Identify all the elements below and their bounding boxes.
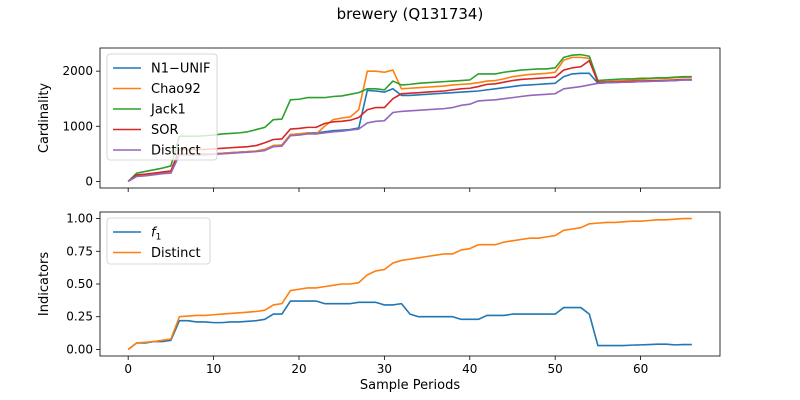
y-tick-label: 0.25	[66, 310, 93, 324]
x-tick-label: 40	[462, 362, 477, 376]
y-tick-label: 0.00	[66, 342, 93, 356]
series-line-distinct	[127, 79, 692, 183]
x-tick-label: 30	[377, 362, 392, 376]
axes-frame	[99, 211, 721, 357]
series-line-distinct	[127, 217, 692, 351]
y-tick-label: 0	[85, 174, 93, 188]
legend-label-jack1: Jack1	[150, 103, 186, 118]
y-axis-label: Cardinality	[37, 83, 52, 154]
x-axis-label: Sample Periods	[360, 378, 460, 393]
y-tick-label: 0.75	[66, 244, 93, 258]
axes-frame	[99, 47, 721, 189]
series-line-sor	[127, 59, 692, 183]
legend-box	[106, 53, 218, 161]
indicators-subplot: 0 10 20 30 40 50 60 0.00 0.25 0.50 0.75 1.00 Indicat…	[37, 211, 721, 393]
y-axis-label: Indicators	[37, 252, 52, 316]
y-tick-label: 1000	[62, 119, 93, 133]
y-tick-label: 2000	[62, 64, 93, 78]
figure-title: brewery (Q131734)	[337, 5, 484, 23]
legend-label-distinct: Distinct	[151, 246, 201, 261]
x-tick-label: 60	[633, 362, 648, 376]
x-tick-label: 0	[124, 362, 132, 376]
x-tick-label: 10	[206, 362, 221, 376]
legend-label-chao92: Chao92	[151, 82, 201, 97]
y-tick-label: 0.50	[66, 277, 93, 291]
cardinality-subplot: 0 1000 2000 Cardinality N1−UNIF Chao92 Jack1 SO…	[37, 47, 721, 192]
series-line-f1	[127, 300, 692, 351]
x-tick-label: 20	[291, 362, 306, 376]
legend-label-distinct: Distinct	[151, 144, 201, 159]
y-tick-label: 1.00	[66, 212, 93, 226]
legend-label-n1-unif: N1−UNIF	[151, 62, 210, 77]
legend-label-f1: f1	[151, 226, 161, 243]
legend-label-sor: SOR	[151, 123, 179, 138]
x-tick-label: 50	[548, 362, 563, 376]
